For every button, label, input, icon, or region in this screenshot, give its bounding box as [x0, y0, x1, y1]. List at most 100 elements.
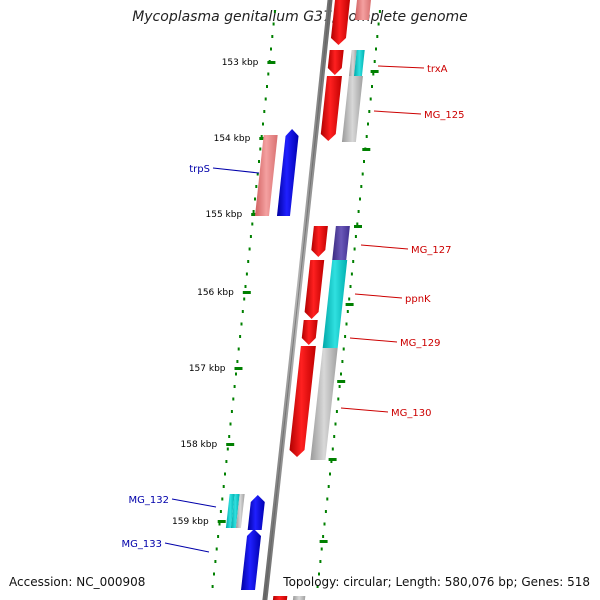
outer-ring-dot — [330, 460, 333, 463]
cds-block — [235, 494, 245, 528]
scale-tick-label: 154 kbp — [214, 134, 251, 144]
inner-ring-dot — [247, 260, 250, 263]
outer-ring-dot — [356, 222, 359, 226]
gene-label-leader — [349, 337, 398, 343]
outer-ring-dot — [367, 122, 369, 126]
gene-label-leader — [171, 498, 217, 508]
outer-ring-dot — [342, 347, 345, 351]
reverse-gene-arrow — [241, 529, 262, 590]
inner-ring-dot — [272, 22, 275, 26]
inner-ring-dot — [222, 485, 225, 488]
cds-block — [254, 135, 278, 216]
inner-ring-dot — [251, 222, 254, 226]
minor-tick — [337, 380, 346, 383]
outer-ring-dot — [326, 497, 329, 501]
outer-ring-dot — [354, 235, 357, 238]
inner-ring-dot — [226, 447, 229, 451]
outer-ring-dot — [319, 560, 322, 563]
outer-ring-dot — [333, 435, 336, 438]
gene-label: MG_132 — [129, 495, 169, 506]
scale-tick-label: 158 kbp — [181, 440, 218, 450]
outer-ring-dot — [323, 522, 326, 526]
outer-ring-dot — [331, 447, 334, 451]
inner-ring-dot — [248, 247, 251, 251]
inner-ring-dot — [260, 135, 263, 138]
gene-label: trxA — [427, 64, 448, 75]
scale-tick-label: 159 kbp — [172, 517, 209, 527]
outer-ring-dot — [359, 197, 361, 201]
scale-tick-label: 155 kbp — [206, 210, 243, 220]
scale-tick-label: 157 kbp — [189, 364, 226, 374]
minor-tick — [362, 148, 371, 151]
inner-ring-dot — [228, 435, 231, 438]
gene-label-leader — [212, 167, 260, 174]
outer-ring-dot — [318, 572, 320, 576]
gene-label-leader — [164, 542, 210, 553]
outer-ring-dot — [340, 372, 342, 376]
outer-ring-dot — [345, 322, 348, 326]
inner-ring-dot — [244, 285, 247, 288]
outer-ring-dot — [378, 10, 381, 13]
outer-ring-dot — [320, 547, 323, 551]
gene-label: MG_127 — [411, 245, 451, 256]
inner-ring-dot — [219, 510, 222, 513]
scale-tick-label: 156 kbp — [197, 288, 234, 298]
minor-tick — [319, 540, 328, 543]
gene-label-leader — [360, 244, 409, 250]
outer-ring-dot — [350, 272, 353, 276]
inner-ring-dot — [263, 110, 266, 113]
inner-ring-dot — [245, 272, 248, 276]
inner-ring-dot — [266, 85, 268, 88]
forward-gene-arrow — [289, 346, 316, 457]
inner-ring-dot — [262, 122, 264, 126]
outer-ring-dot — [352, 260, 355, 263]
gene-label-leader — [340, 407, 389, 413]
inner-ring-dot — [225, 460, 228, 463]
outer-ring-dot — [368, 110, 371, 113]
inner-ring-dot — [230, 410, 233, 413]
inner-ring-dot — [233, 385, 236, 388]
minor-tick — [328, 458, 337, 461]
outer-ring-dot — [363, 160, 365, 163]
forward-gene-arrow — [320, 76, 342, 141]
inner-ring-dot — [255, 185, 258, 188]
inner-ring-dot — [259, 147, 262, 151]
gene-label: MG_125 — [424, 110, 464, 121]
inner-ring-dot — [254, 197, 256, 201]
inner-ring-dot — [213, 572, 215, 576]
gene-label-leader — [377, 65, 425, 69]
inner-ring-dot — [252, 210, 255, 213]
outer-ring-dot — [316, 585, 319, 588]
gene-label: ppnK — [405, 294, 431, 305]
gene-label: trpS — [189, 164, 210, 175]
outer-ring-dot — [375, 47, 377, 51]
reverse-gene-arrow — [247, 495, 265, 530]
inner-ring-dot — [249, 235, 252, 238]
inner-ring-dot — [271, 35, 274, 38]
outer-ring-dot — [337, 397, 340, 401]
genome-backbone-edge — [264, 0, 331, 600]
outer-ring-dot — [346, 310, 349, 313]
outer-ring-dot — [357, 210, 360, 213]
inner-ring-dot — [264, 97, 267, 101]
scale-tick — [226, 443, 235, 446]
inner-ring-dot — [221, 497, 224, 501]
outer-ring-dot — [372, 72, 375, 76]
gene-label-leader — [354, 293, 403, 299]
forward-gene-arrow — [330, 0, 350, 45]
outer-ring-dot — [341, 360, 344, 363]
inner-ring-dot — [240, 322, 243, 326]
forward-gene-arrow — [304, 260, 325, 319]
inner-ring-dot — [229, 422, 232, 426]
outer-ring-dot — [377, 22, 380, 26]
inner-ring-dot — [217, 535, 220, 538]
outer-ring-dot — [338, 385, 341, 388]
inner-ring-dot — [258, 160, 260, 163]
inner-ring-dot — [241, 310, 244, 313]
outer-ring-dot — [344, 335, 347, 338]
outer-ring-dot — [329, 472, 331, 476]
scale-tick — [217, 520, 226, 523]
outer-ring-dot — [348, 297, 351, 301]
outer-ring-dot — [369, 97, 372, 101]
inner-ring-dot — [267, 72, 270, 76]
